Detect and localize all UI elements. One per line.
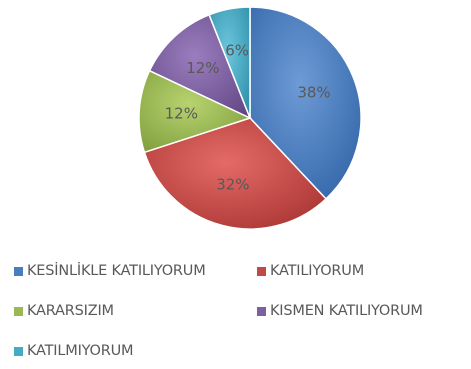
legend-item-kesinlikle-katiliyorum: KESİNLİKLE KATILIYORUM — [14, 263, 206, 279]
data-label-kesinlikle-katiliyorum: 38% — [297, 84, 330, 102]
legend-item-katiliyorum: KATILIYORUM — [257, 263, 364, 279]
legend-label: KESİNLİKLE KATILIYORUM — [27, 263, 206, 279]
legend-label: KARARSIZIM — [27, 303, 114, 319]
pie-slice-katilmiyorum — [208, 6, 251, 119]
legend-swatch-icon — [257, 266, 266, 276]
data-label-kararsizim: 12% — [165, 105, 198, 123]
legend-label: KATILIYORUM — [270, 263, 365, 279]
legend-label: KATILMIYORUM — [27, 343, 134, 359]
legend-swatch-icon — [14, 266, 23, 276]
data-label-katilmiyorum: 6% — [225, 41, 249, 59]
pie-slice-kesinlikle-katiliyorum — [249, 6, 362, 200]
data-label-kismen-katiliyorum: 12% — [186, 59, 219, 77]
legend-item-kismen-katiliyorum: KISMEN KATILIYORUM — [257, 303, 423, 319]
legend-swatch-icon — [257, 306, 266, 316]
data-label-katiliyorum: 32% — [216, 176, 249, 194]
legend-item-katilmiyorum: KATILMIYORUM — [14, 343, 134, 359]
legend-swatch-icon — [14, 346, 23, 356]
pie-slice-kararsizim — [138, 69, 253, 154]
pie-slice-kismen-katiliyorum — [148, 13, 252, 120]
pie-slice-katiliyorum — [143, 117, 328, 230]
legend-swatch-icon — [14, 306, 23, 316]
legend-label: KISMEN KATILIYORUM — [270, 303, 423, 319]
legend-item-kararsizim: KARARSIZIM — [14, 303, 114, 319]
